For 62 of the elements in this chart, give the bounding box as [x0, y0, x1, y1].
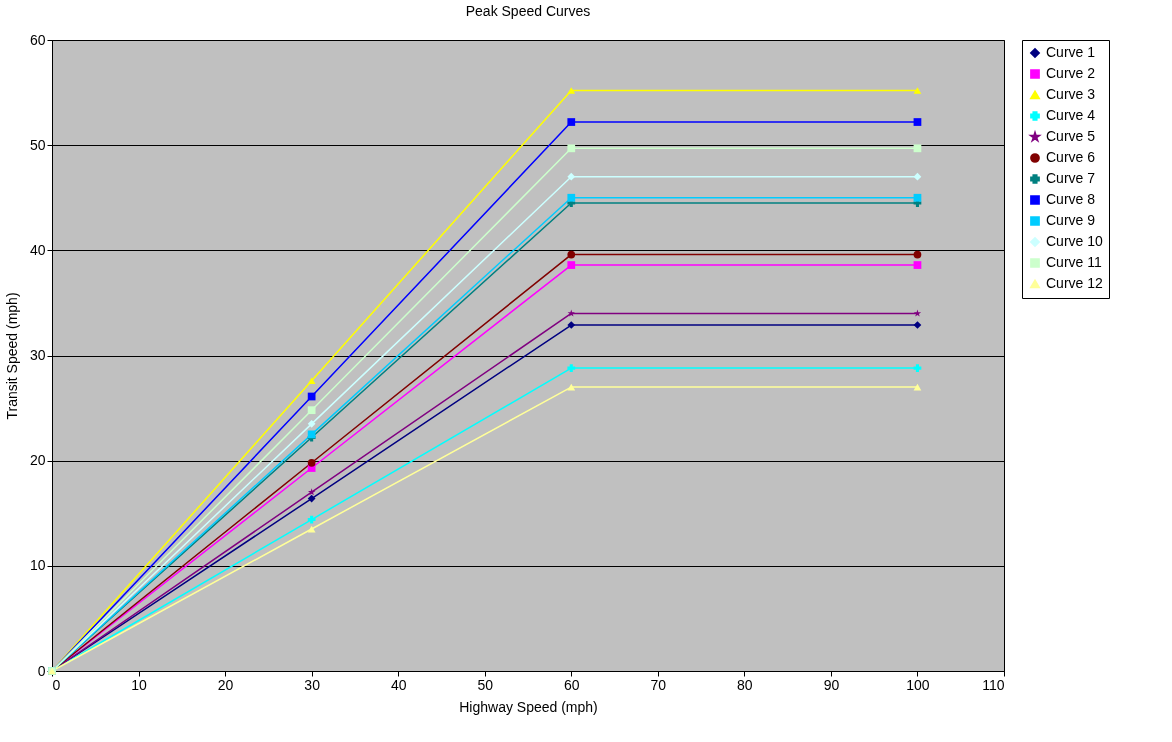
- x-tick-label: 50: [477, 676, 494, 693]
- x-tick-label: 110: [982, 676, 1005, 693]
- point: [567, 364, 576, 372]
- point: [307, 406, 316, 415]
- legend-label: Curve 7: [1046, 170, 1096, 186]
- point: [913, 87, 922, 94]
- point: [307, 515, 316, 524]
- legend-label: Curve 11: [1046, 254, 1102, 270]
- point: [913, 364, 922, 372]
- y-tick-label: 50: [29, 136, 46, 153]
- point: [307, 458, 316, 467]
- y-tick-label: 60: [29, 31, 46, 48]
- x-tick-label: 0: [52, 676, 61, 693]
- x-tick-label: 30: [304, 676, 321, 693]
- legend-label: Curve 6: [1046, 149, 1096, 165]
- y-axis-title: Transit Speed (mph): [3, 292, 20, 420]
- x-tick-label: 40: [390, 676, 407, 693]
- point: [913, 250, 922, 259]
- x-tick-label: 60: [563, 676, 580, 693]
- point: [913, 118, 922, 126]
- y-tick-label: 30: [29, 347, 46, 363]
- legend-label: Curve 9: [1046, 212, 1096, 228]
- point: [307, 488, 316, 496]
- legend-label: Curve 2: [1046, 65, 1096, 81]
- point: [567, 321, 576, 329]
- legend-label: Curve 3: [1046, 86, 1096, 102]
- y-tick-label: 10: [29, 557, 46, 574]
- x-tick-label: 90: [823, 676, 840, 693]
- point: [567, 172, 576, 181]
- point: [567, 87, 576, 94]
- point: [307, 419, 316, 428]
- legend-label: Curve 8: [1046, 191, 1096, 207]
- point: [307, 392, 316, 401]
- point: [307, 494, 316, 503]
- y-tick-label: 40: [29, 241, 46, 258]
- point: [567, 250, 576, 259]
- point: [567, 193, 576, 202]
- point: [913, 309, 922, 317]
- point: [913, 193, 922, 202]
- point: [913, 144, 922, 153]
- x-tick-label: 100: [906, 676, 930, 693]
- legend-label: Curve 1: [1046, 44, 1096, 60]
- point: [307, 377, 316, 385]
- point: [913, 172, 922, 181]
- point: [567, 261, 576, 269]
- y-tick-label: 20: [29, 452, 46, 469]
- point: [567, 144, 576, 153]
- legend-label: Curve 4: [1046, 107, 1096, 123]
- x-tick-label: 10: [131, 676, 148, 693]
- chart-title: Peak Speed Curves: [465, 3, 591, 19]
- x-axis-title: Highway Speed (mph): [459, 698, 598, 715]
- legend-label: Curve 5: [1046, 128, 1096, 144]
- point: [913, 261, 922, 269]
- point: [567, 309, 575, 317]
- x-tick-label: 70: [650, 676, 667, 693]
- y-tick-label: 0: [37, 662, 46, 679]
- legend-label: Curve 10: [1046, 233, 1104, 249]
- point: [567, 118, 576, 126]
- legend-label: Curve 12: [1046, 275, 1104, 291]
- x-tick-label: 20: [217, 676, 234, 693]
- x-tick-label: 80: [737, 676, 753, 693]
- point: [913, 321, 922, 329]
